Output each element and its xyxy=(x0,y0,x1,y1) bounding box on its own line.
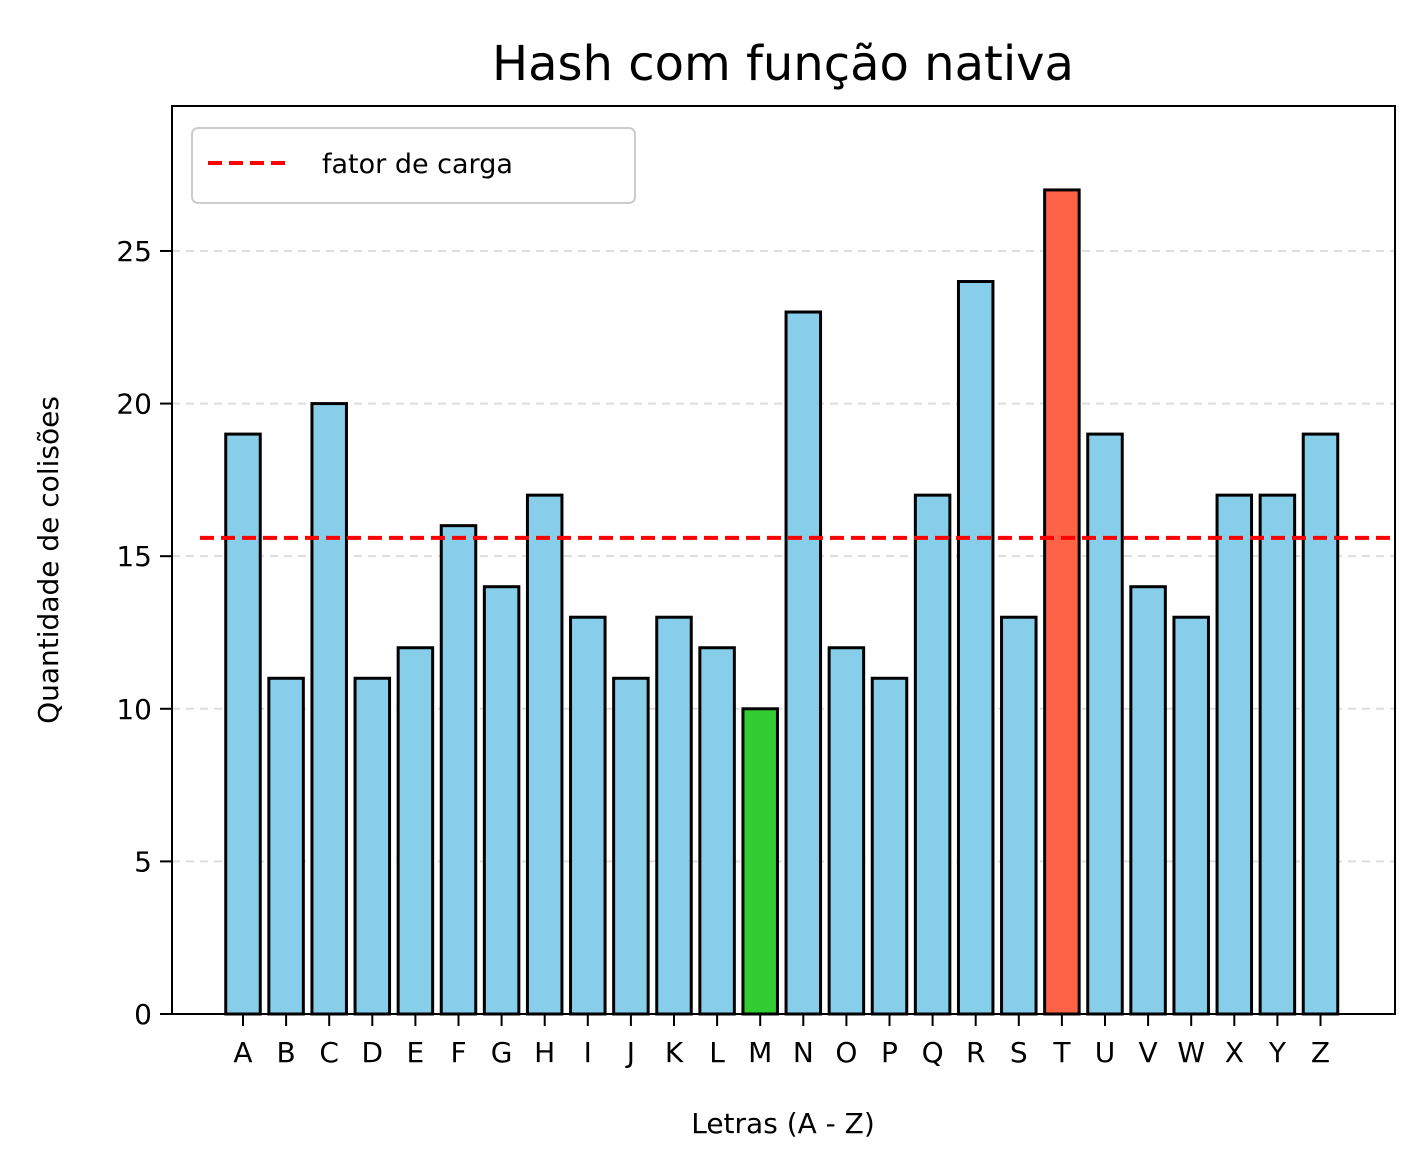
bar-D xyxy=(353,676,392,1016)
bar-G xyxy=(482,585,521,1016)
x-tick-label-M: M xyxy=(748,1036,772,1069)
bar-O xyxy=(827,646,866,1016)
bar-J xyxy=(612,676,650,1016)
x-tick-label-V: V xyxy=(1139,1036,1158,1069)
y-tick-label: 25 xyxy=(116,235,152,268)
plot-frame xyxy=(171,105,1396,1015)
x-tick-label-P: P xyxy=(881,1036,898,1069)
legend-box xyxy=(191,127,636,204)
x-tick-label-A: A xyxy=(233,1036,252,1069)
x-tick-label-K: K xyxy=(665,1036,684,1069)
bar-U xyxy=(1086,432,1124,1016)
bar-X xyxy=(1215,493,1254,1016)
bar-I xyxy=(569,615,607,1016)
y-tick-label: 5 xyxy=(134,845,152,878)
bar-M xyxy=(741,707,779,1016)
bar-N xyxy=(784,310,823,1016)
bar-Z xyxy=(1301,432,1340,1016)
legend: fator de carga xyxy=(191,127,636,204)
bar-S xyxy=(1000,615,1038,1016)
x-tick-label-T: T xyxy=(1052,1036,1071,1069)
bar-C xyxy=(310,402,348,1016)
y-axis-label: Quantidade de colisões xyxy=(32,396,65,724)
bar-A xyxy=(224,432,262,1016)
bar-W xyxy=(1172,615,1210,1016)
x-tick-label-I: I xyxy=(584,1036,592,1069)
chart-title: Hash com função nativa xyxy=(492,36,1074,92)
x-tick-label-R: R xyxy=(966,1036,985,1069)
bar-R xyxy=(956,279,995,1016)
bar-L xyxy=(698,646,736,1016)
x-tick-label-H: H xyxy=(534,1036,555,1069)
y-axis-ticks: 0 5 10 15 20 25 xyxy=(116,235,172,1031)
bar-T xyxy=(1043,188,1081,1016)
bars xyxy=(224,188,1340,1016)
bar-V xyxy=(1129,585,1167,1016)
x-tick-label-B: B xyxy=(276,1036,295,1069)
y-tick-label: 15 xyxy=(116,540,152,573)
bar-E xyxy=(396,646,435,1016)
x-tick-label-Q: Q xyxy=(922,1036,944,1069)
bar-Q xyxy=(913,493,952,1016)
legend-label: fator de carga xyxy=(322,149,513,180)
bar-F xyxy=(439,524,478,1016)
x-tick-label-N: N xyxy=(793,1036,814,1069)
x-tick-label-Y: Y xyxy=(1268,1036,1287,1069)
bar-P xyxy=(870,676,909,1016)
x-tick-label-O: O xyxy=(835,1036,857,1069)
y-tick-label: 0 xyxy=(134,998,152,1031)
y-tick-label: 10 xyxy=(116,693,152,726)
bar-H xyxy=(525,493,564,1016)
x-tick-label-G: G xyxy=(491,1036,513,1069)
x-tick-label-F: F xyxy=(450,1036,466,1069)
x-tick-label-U: U xyxy=(1095,1036,1116,1069)
bar-B xyxy=(267,676,305,1016)
x-tick-label-L: L xyxy=(709,1036,725,1069)
x-tick-label-X: X xyxy=(1225,1036,1244,1069)
x-tick-label-Z: Z xyxy=(1311,1036,1330,1069)
x-tick-label-S: S xyxy=(1010,1036,1028,1069)
x-tick-label-J: J xyxy=(625,1036,635,1069)
bar-Y xyxy=(1258,493,1297,1016)
x-tick-label-E: E xyxy=(407,1036,425,1069)
x-tick-label-W: W xyxy=(1177,1036,1205,1069)
bar-K xyxy=(655,615,693,1016)
y-tick-label: 20 xyxy=(116,388,152,421)
x-tick-label-C: C xyxy=(319,1036,339,1069)
x-axis-label: Letras (A - Z) xyxy=(691,1107,875,1140)
x-tick-label-D: D xyxy=(362,1036,384,1069)
